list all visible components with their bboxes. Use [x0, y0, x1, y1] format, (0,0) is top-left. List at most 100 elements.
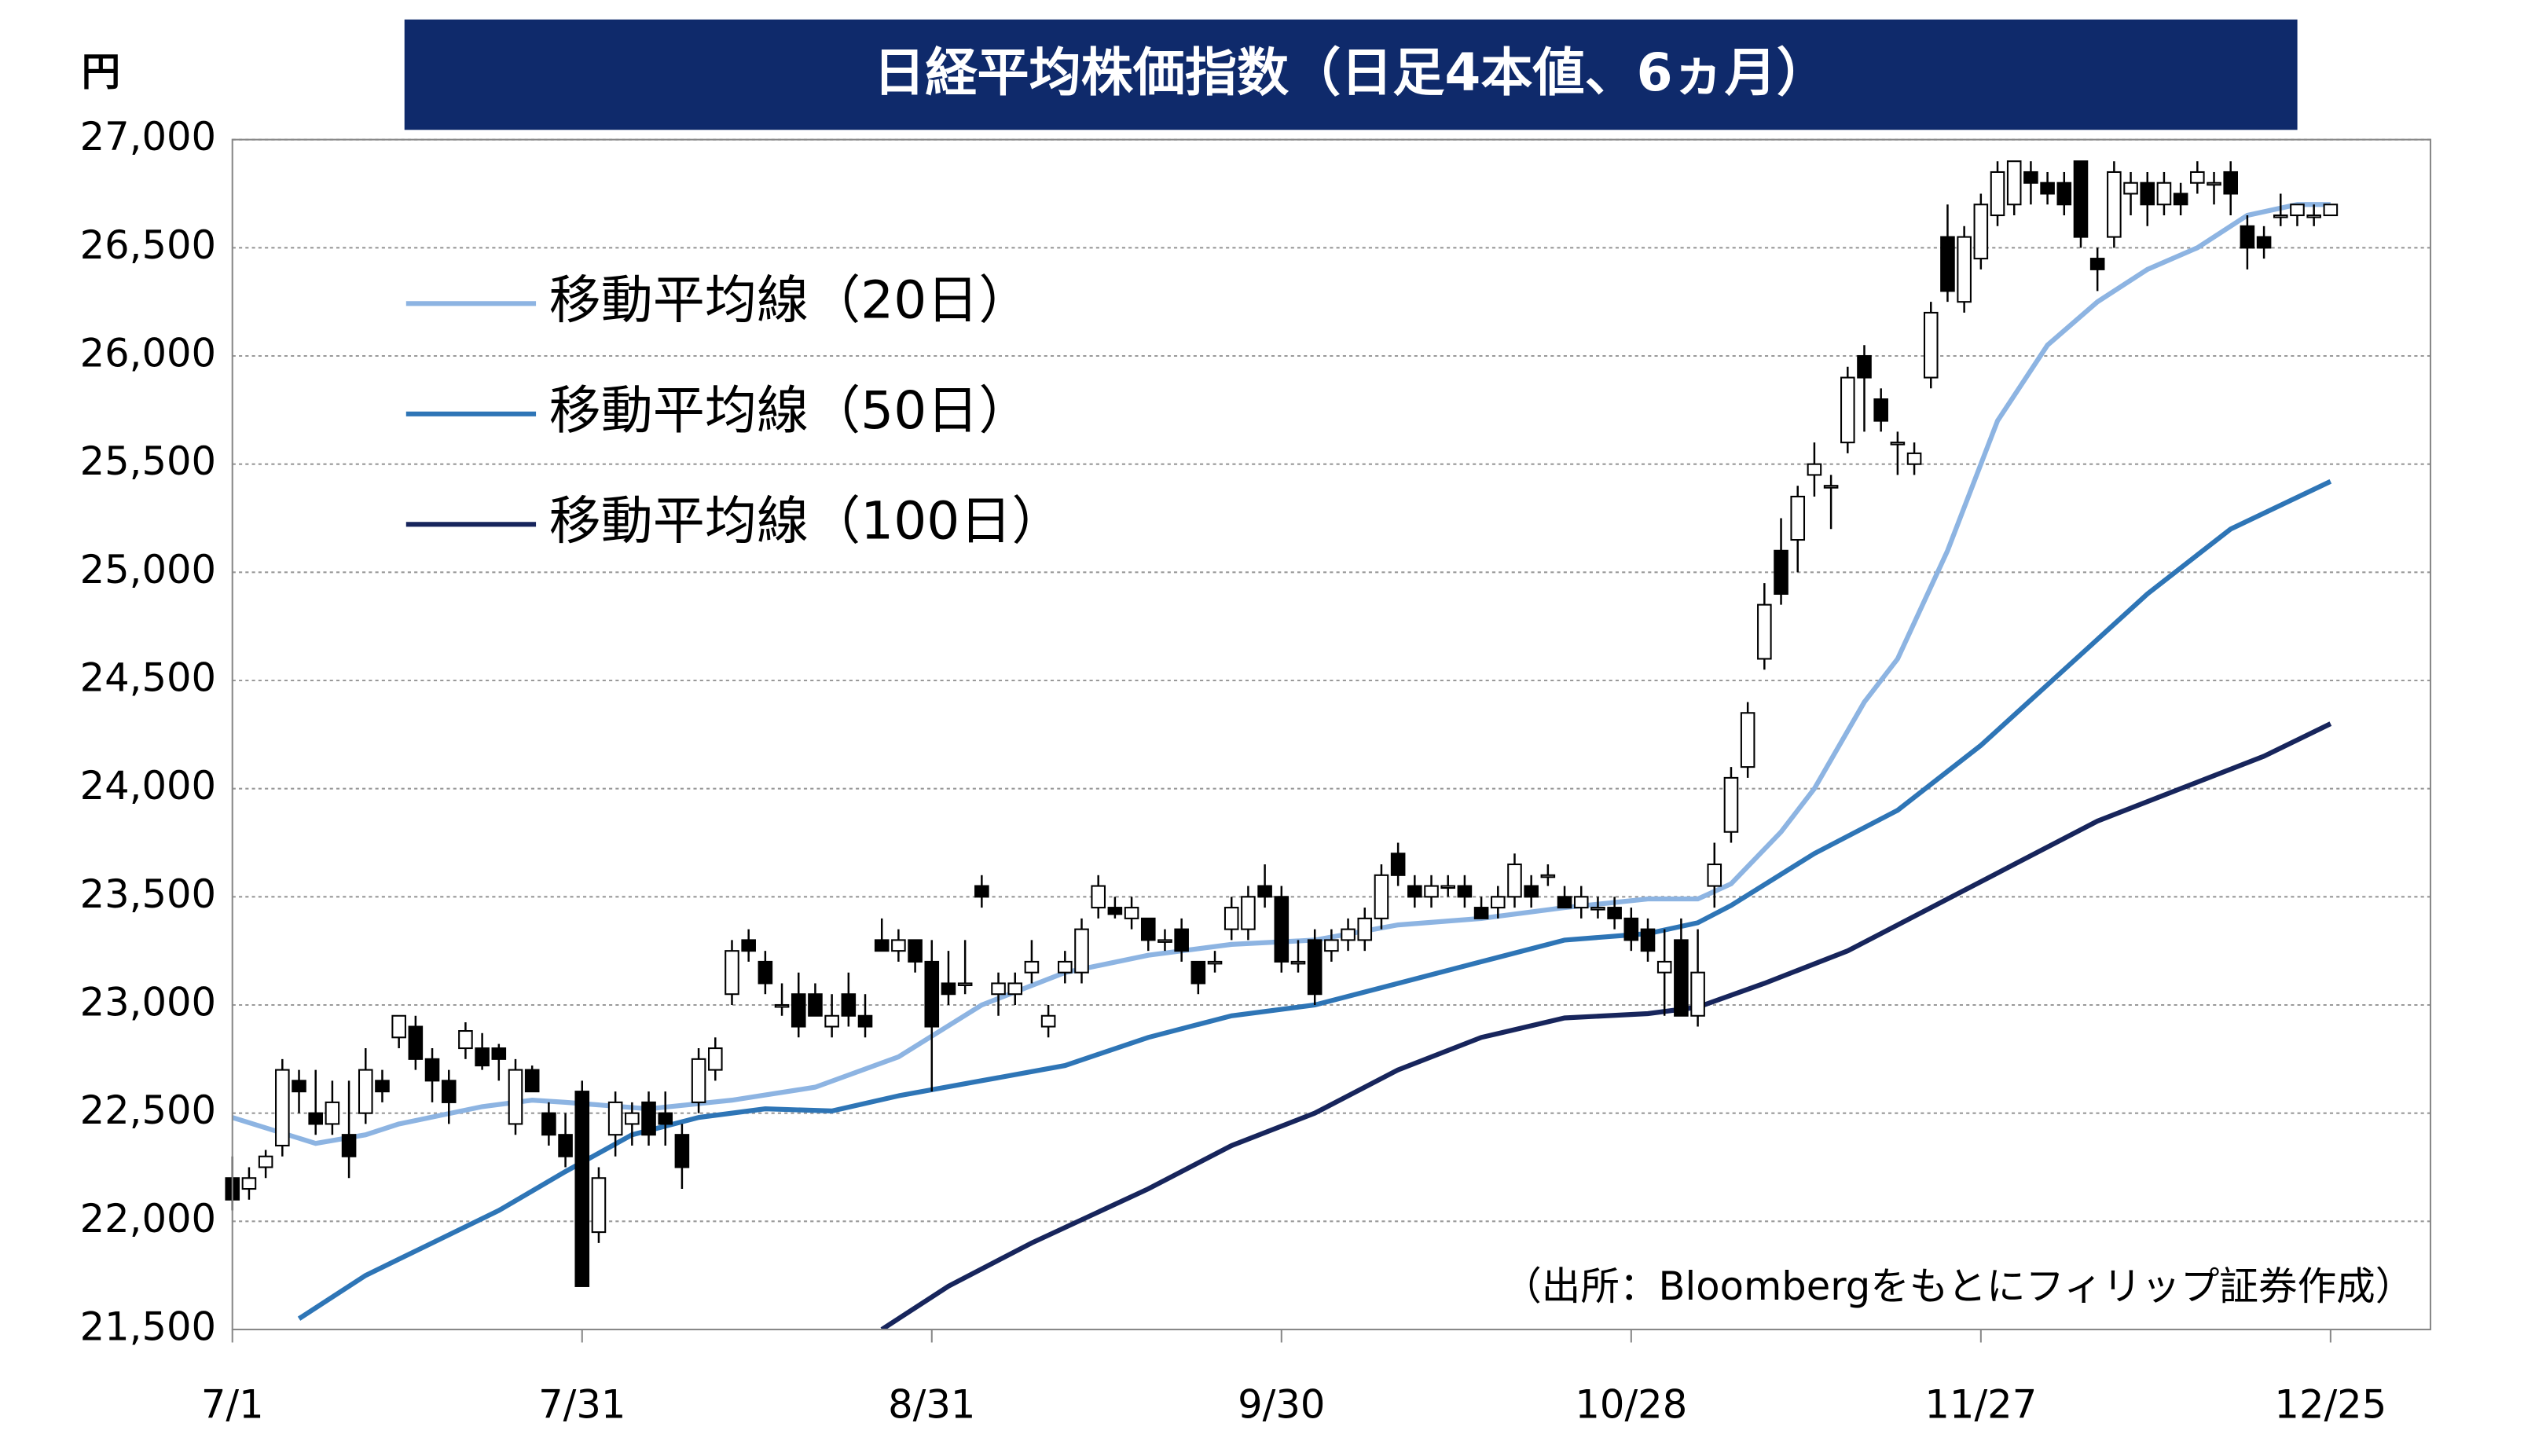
candle-body: [658, 1112, 673, 1125]
candle-body: [2073, 160, 2089, 238]
candle-body: [1890, 442, 1906, 446]
candle-body: [1207, 960, 1223, 965]
candle-body: [1906, 452, 1922, 465]
candle-body: [275, 1069, 290, 1146]
candle-body: [524, 1069, 540, 1093]
candle-body: [1341, 928, 1356, 941]
candle-body: [1357, 917, 1373, 941]
ma-line: [297, 479, 2332, 1321]
candle-body: [941, 982, 956, 996]
title-bar: [404, 19, 2298, 130]
candle-body: [241, 1177, 257, 1190]
candle-body: [1674, 939, 1689, 1017]
candle-body: [874, 939, 890, 952]
candle-body: [391, 1014, 406, 1039]
candle-body: [1623, 917, 1639, 941]
candle-body: [2107, 171, 2122, 238]
candle-body: [2190, 171, 2205, 184]
candle-body: [924, 960, 940, 1028]
candle-body: [424, 1058, 440, 1082]
candle-body: [1390, 853, 1406, 876]
candle-body: [1757, 603, 1772, 660]
candle-body: [607, 1101, 623, 1136]
candle-body: [441, 1080, 457, 1103]
y-tick-label: 24,500: [80, 655, 216, 700]
candle-body: [2323, 204, 2339, 217]
candle-body: [808, 993, 823, 1017]
candle-body: [1957, 236, 1972, 303]
candle-body: [1091, 885, 1106, 909]
candle-body: [325, 1101, 340, 1125]
candle-body: [408, 1025, 424, 1060]
candle-body: [1007, 982, 1023, 996]
x-tick-label: 7/1: [201, 1382, 264, 1428]
candle-body: [1990, 171, 2005, 217]
candle-body: [2006, 160, 2022, 206]
candle-body: [1223, 907, 1239, 930]
candle-body: [991, 982, 1006, 996]
legend-label: 移動平均線（20日）: [549, 270, 1031, 330]
candle-body: [1374, 874, 1389, 919]
candle-body: [725, 950, 739, 996]
candle-body: [824, 1014, 839, 1028]
candle-body: [591, 1177, 607, 1234]
candle-body: [1024, 960, 1040, 974]
candle-body: [641, 1101, 656, 1136]
candle-body: [1074, 928, 1089, 974]
y-tick-label: 26,500: [80, 222, 216, 268]
legend-label: 移動平均線（100日）: [549, 490, 1064, 551]
y-tick-label: 21,500: [80, 1304, 216, 1349]
plot-frame: [231, 138, 2432, 1331]
candle-body: [2040, 182, 2055, 195]
candle-body: [791, 993, 806, 1028]
candle-body: [1040, 1014, 1056, 1028]
candle-body: [2256, 236, 2272, 249]
ma-line: [880, 721, 2332, 1329]
source-note: （出所：Bloombergをもとにフィリップ証券作成）: [1502, 1263, 2414, 1309]
y-tick-label: 22,000: [80, 1196, 216, 1241]
candle-body: [2089, 258, 2105, 270]
candle-body: [1840, 376, 1855, 444]
candle-body: [2173, 193, 2188, 206]
candle-body: [1740, 712, 1755, 768]
chart-title: 日経平均株価指数（日足4本値、6ヵ月）: [873, 42, 1829, 103]
candle-body: [1940, 236, 1955, 292]
candle-body: [625, 1112, 640, 1125]
candle-body: [341, 1134, 357, 1157]
candle-body: [1590, 907, 1605, 911]
x-tick-label: 11/27: [1924, 1382, 2037, 1428]
y-tick-label: 25,000: [80, 547, 216, 592]
candle-body: [1473, 907, 1489, 919]
candle-body: [1524, 885, 1539, 898]
y-unit: 円: [82, 50, 121, 95]
candle-body: [541, 1112, 556, 1136]
y-tick-label: 23,000: [80, 979, 216, 1025]
candle-body: [1857, 354, 1872, 379]
candle-body: [908, 939, 923, 963]
candle-body: [1058, 960, 1073, 974]
candle-body: [707, 1047, 723, 1071]
candle-body: [292, 1080, 306, 1093]
candle-body: [1490, 896, 1506, 909]
candle-body: [1241, 896, 1256, 930]
candle-body: [2123, 182, 2138, 195]
candle-body: [857, 1014, 873, 1028]
candle-body: [1457, 885, 1473, 898]
candle-body: [1707, 863, 1722, 887]
candle-body: [891, 939, 906, 952]
candle-body: [1573, 896, 1589, 909]
x-tick-label: 7/31: [538, 1382, 625, 1428]
candle-body: [558, 1134, 573, 1157]
candle-body: [1307, 939, 1323, 996]
x-tick-label: 10/28: [1575, 1382, 1687, 1428]
candle-body: [1656, 960, 1672, 974]
candle-body: [1774, 549, 1788, 595]
candle-body: [1807, 463, 1822, 476]
candle-body: [491, 1047, 507, 1060]
candle-body: [508, 1069, 523, 1125]
candle-body: [1157, 939, 1172, 943]
candle-body: [1174, 928, 1189, 952]
candle-body: [1107, 907, 1123, 915]
